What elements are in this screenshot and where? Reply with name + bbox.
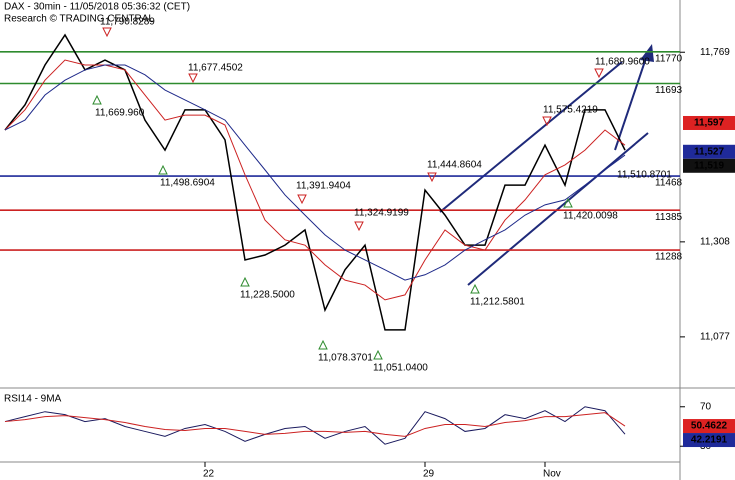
low-marker [373,349,383,360]
low-marker [470,283,480,294]
x-tick-label: 29 [423,469,435,480]
annotation: 11,510.8701 [617,170,672,181]
high-marker [102,27,112,38]
high-marker [297,194,307,205]
y-tick-label: 11,769 [700,47,730,58]
x-tick-label: 22 [203,469,215,480]
low-marker [92,94,102,105]
high-marker [354,221,364,232]
annotation: 11,212.5801 [470,297,525,308]
rsi-tag-label: 42.2191 [691,435,728,446]
annotation: 11,575.4219 [543,105,598,116]
annotation: 11,669.960 [95,108,145,119]
annotation: 11,078.3701 [318,353,373,364]
low-marker [318,339,328,350]
y-tick-label: 11,308 [700,236,730,247]
high-marker [427,172,437,183]
level-label: 11693 [655,85,683,96]
series-line [4,64,626,281]
low-marker [158,164,168,175]
price-tag [683,115,735,130]
annotation: 11,677.4502 [188,63,243,74]
channel-upper [439,61,623,213]
level-label: 11770 [655,53,683,64]
rsi-tag [683,433,735,448]
y-tick-label: 70 [700,401,712,412]
arrow-head [640,44,654,62]
price-tag [683,158,735,173]
annotation: 11,324.9199 [354,208,409,219]
high-marker [542,116,552,127]
y-tick-label: 11,077 [700,332,730,343]
channel-lower [467,132,649,286]
low-marker [563,197,573,208]
high-marker [188,73,198,84]
annotation: 11,498.6904 [160,178,215,189]
x-tick-label: Nov [543,469,561,480]
price-tag-label: 11,597 [694,118,724,129]
annotation: 11,228.5000 [240,290,295,301]
rsi-tag [683,419,735,434]
level-label: 11468 [655,178,683,189]
channel [439,57,649,286]
price-tag-label: 11,527 [694,146,724,157]
annotation: 11,689.9600 [595,57,650,68]
rsi-tag-label: 50.4622 [691,421,728,432]
series-line [4,412,626,437]
price-tag [683,144,735,159]
low-marker [240,276,250,287]
annotation: 11,790.8289 [100,17,155,28]
annotation: 11,420.0098 [563,211,618,222]
rsi-title: RSI14 - 9MA [4,394,62,405]
series-line [4,59,626,301]
forecast-arrow [614,57,647,151]
annotation: 11,391.9404 [296,181,351,192]
chart-title: DAX - 30min - 11/05/2018 05:36:32 (CET) [4,2,190,13]
series-line [4,33,626,331]
annotation: 11,444.8604 [427,160,482,171]
high-marker [594,68,604,79]
price-tag-label: 11,519 [694,160,724,171]
chart-subtitle: Research © TRADING CENTRAL [4,14,154,25]
level-label: 11288 [655,252,683,263]
level-label: 11385 [655,212,683,223]
annotation: 11,051.0400 [373,363,428,374]
